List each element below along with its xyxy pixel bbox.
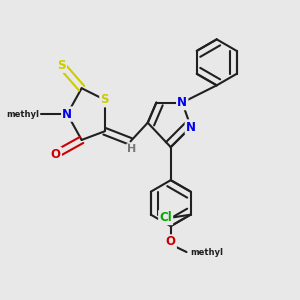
Text: S: S: [100, 93, 109, 106]
Text: O: O: [166, 236, 176, 248]
Text: H: H: [127, 144, 136, 154]
Text: S: S: [57, 59, 66, 72]
Text: methyl: methyl: [6, 110, 39, 118]
Text: Cl: Cl: [159, 211, 172, 224]
Text: O: O: [51, 148, 61, 161]
Text: methyl: methyl: [190, 248, 223, 257]
Text: N: N: [62, 108, 72, 121]
Text: N: N: [177, 96, 187, 109]
Text: N: N: [186, 121, 196, 134]
